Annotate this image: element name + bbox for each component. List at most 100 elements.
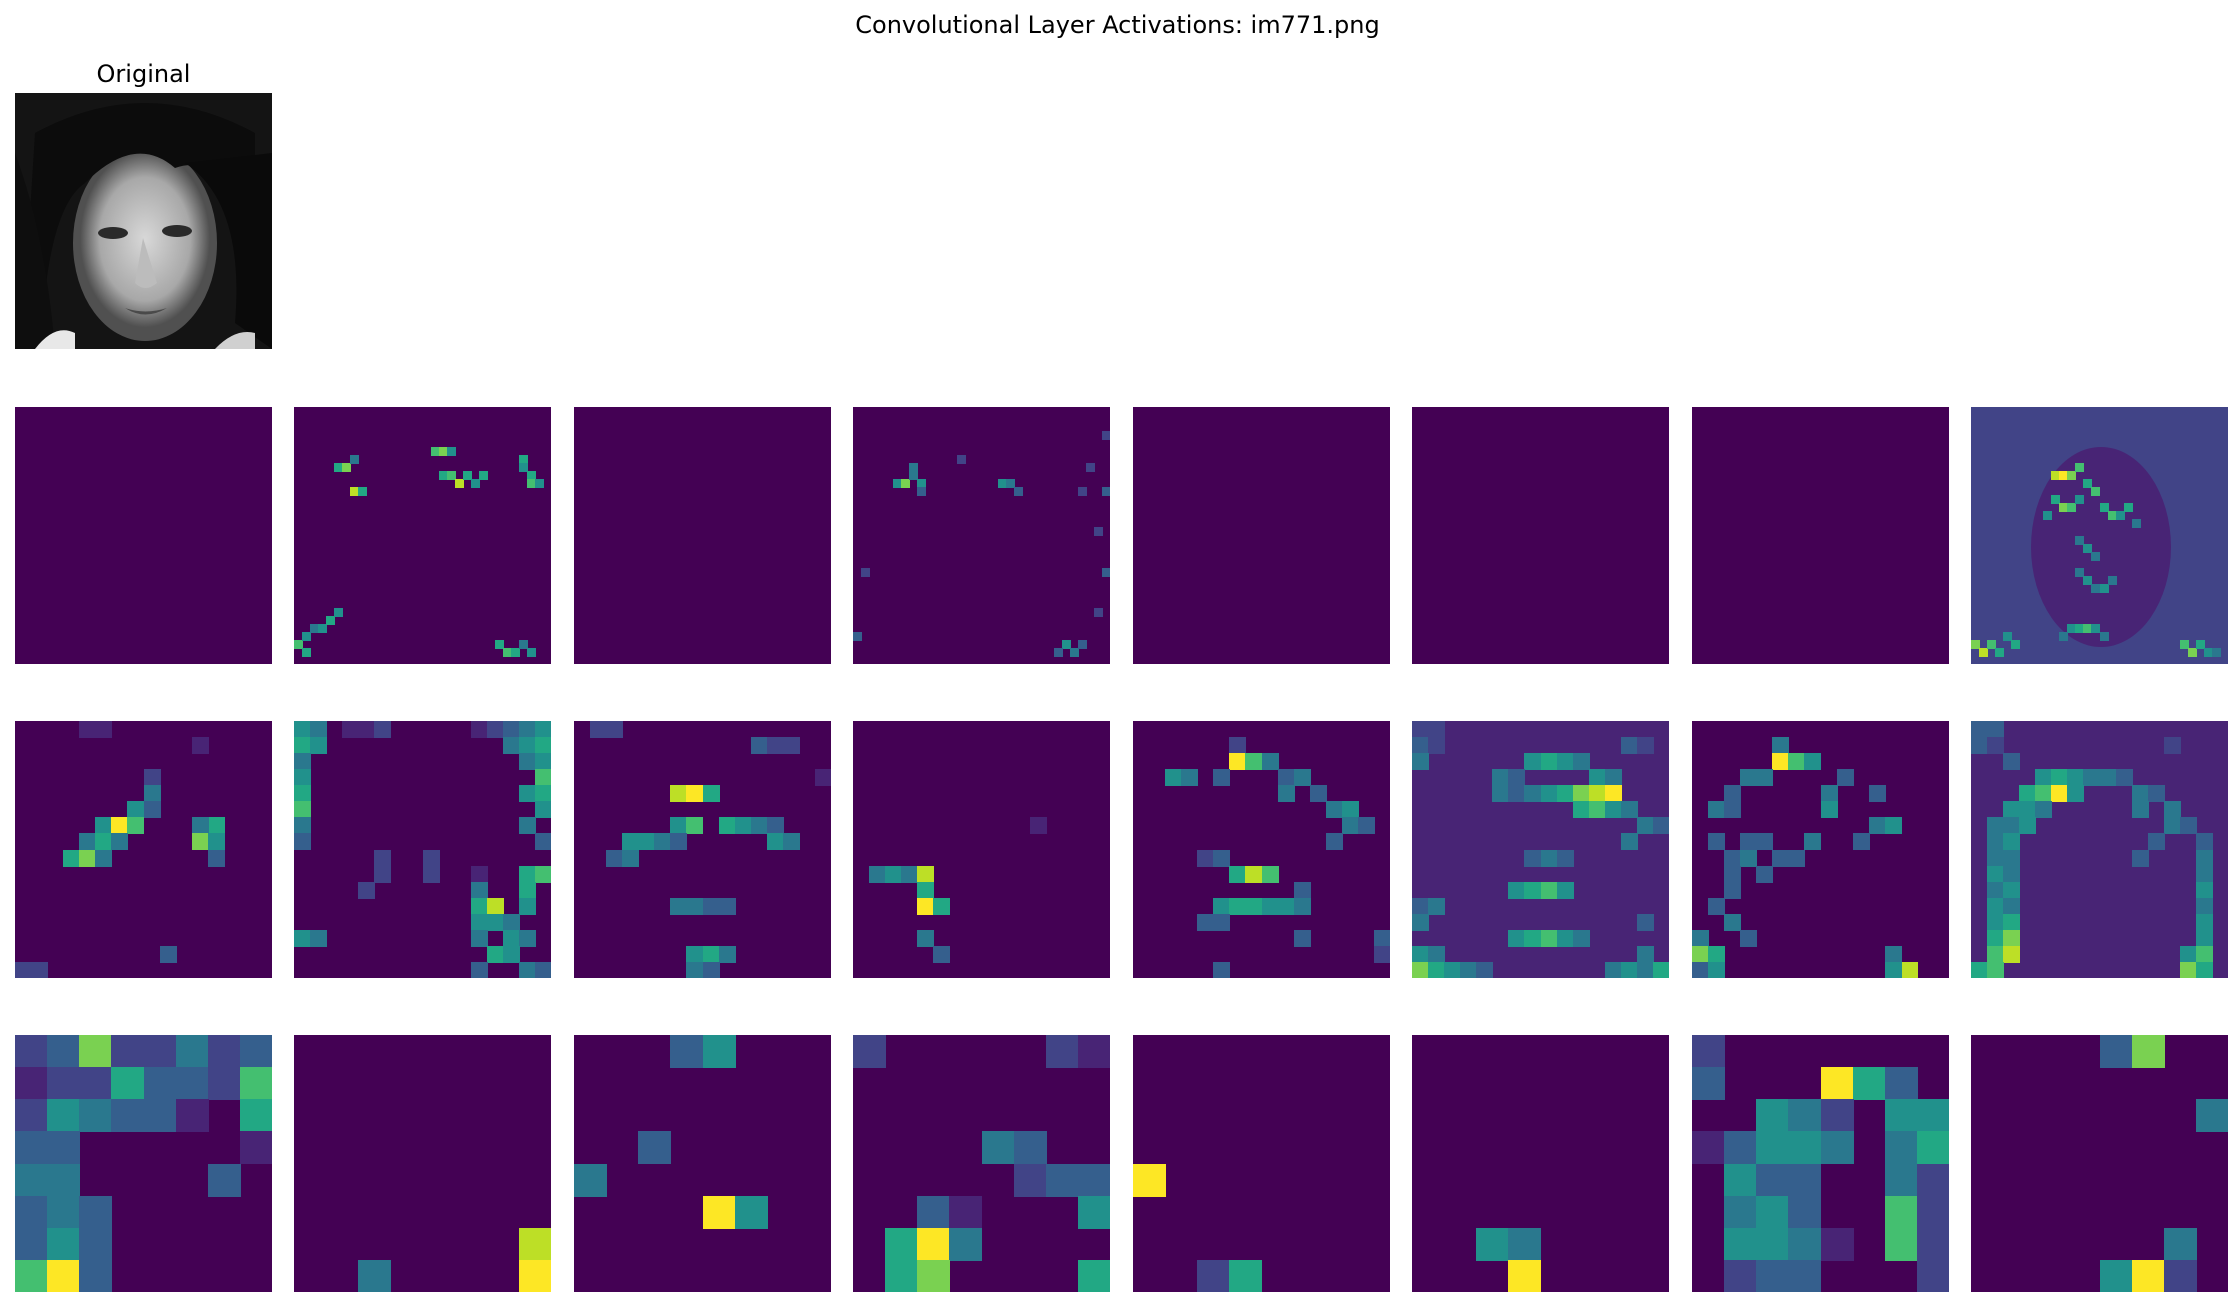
activation-cell xyxy=(1540,849,1558,867)
activation-cell xyxy=(1987,929,2005,947)
activation-cell xyxy=(933,897,951,915)
activation-cell xyxy=(1197,849,1215,867)
activation-cell xyxy=(302,631,312,641)
activation-cell xyxy=(191,817,209,835)
activation-cell xyxy=(470,961,488,978)
activation-cell xyxy=(1588,769,1606,787)
activation-cell xyxy=(917,929,935,947)
activation-cell xyxy=(502,737,520,755)
activation-cell xyxy=(1093,607,1103,617)
activation-cell xyxy=(1508,785,1526,803)
activation-cell xyxy=(1412,721,1429,738)
activation-cell xyxy=(1620,961,1638,978)
activation-cell xyxy=(2091,487,2101,497)
activation-cell xyxy=(2043,511,2053,521)
activation-cell xyxy=(893,479,903,489)
activation-cell xyxy=(1740,833,1758,851)
activation-cell xyxy=(1540,753,1558,771)
activation-cell xyxy=(143,1099,177,1133)
activation-cell xyxy=(1740,769,1758,787)
activation-cell xyxy=(1868,817,1886,835)
activation-cell xyxy=(1412,737,1429,755)
activation-cell xyxy=(127,801,145,819)
activation-cell xyxy=(191,833,209,851)
activation-cell xyxy=(1756,865,1774,883)
activation-cell xyxy=(670,1035,704,1068)
activation-cell xyxy=(1540,785,1558,803)
activation-cell xyxy=(1692,1067,1725,1101)
activation-cell xyxy=(1900,961,1918,978)
activation-cell xyxy=(1245,753,1263,771)
activation-cell xyxy=(1061,639,1071,649)
activation-cell xyxy=(502,721,520,738)
activation-cell xyxy=(1444,961,1462,978)
activation-cell xyxy=(518,1259,551,1292)
activation-cell xyxy=(2099,631,2109,641)
activation-cell xyxy=(510,647,520,657)
activation-cell xyxy=(15,1227,48,1261)
activation-cell xyxy=(2003,929,2021,947)
activation-cell xyxy=(1556,849,1574,867)
activation-cell xyxy=(534,865,551,883)
activation-cell xyxy=(294,721,311,738)
activation-cell xyxy=(1724,785,1742,803)
activation-cell xyxy=(207,833,225,851)
activation-cell xyxy=(1916,1195,1949,1229)
activation-cell xyxy=(79,1195,113,1229)
activation-cell xyxy=(1077,1163,1110,1197)
activation-cell xyxy=(1652,961,1669,978)
activation-cell xyxy=(1261,897,1279,915)
activation-map-l2-f6 xyxy=(1412,721,1669,978)
activation-cell xyxy=(2067,785,2085,803)
activation-cell xyxy=(2131,1035,2165,1068)
activation-cell xyxy=(1724,1195,1758,1229)
activation-cell xyxy=(1013,1131,1047,1165)
activation-cell xyxy=(917,1195,951,1229)
activation-cell xyxy=(1852,833,1870,851)
activation-cell xyxy=(1572,785,1590,803)
activation-cell xyxy=(1820,1067,1854,1101)
activation-cell xyxy=(750,817,768,835)
activation-cell xyxy=(207,817,225,835)
activation-cell xyxy=(15,1035,48,1068)
activation-cell xyxy=(1556,881,1574,899)
activation-cell xyxy=(2179,945,2197,963)
activation-cell xyxy=(342,463,352,473)
activation-cell xyxy=(534,479,544,489)
activation-cell xyxy=(2003,817,2021,835)
activation-cell xyxy=(534,801,551,819)
activation-cell xyxy=(861,567,871,577)
activation-cell xyxy=(2195,945,2213,963)
activation-cell xyxy=(2083,543,2093,553)
activation-cell xyxy=(750,737,768,755)
activation-map-l3-f2 xyxy=(294,1035,551,1292)
activation-cell xyxy=(2067,503,2077,513)
activation-cell xyxy=(917,1227,951,1261)
activation-cell xyxy=(207,1163,241,1197)
activation-cell xyxy=(63,849,81,867)
activation-cell xyxy=(1133,1163,1166,1197)
activation-cell xyxy=(917,865,935,883)
activation-cell xyxy=(111,1035,145,1068)
face-photo-graphic xyxy=(15,93,272,349)
activation-cell xyxy=(1508,929,1526,947)
activation-cell xyxy=(2067,623,2077,633)
activation-cell xyxy=(2051,785,2069,803)
activation-cell xyxy=(1772,849,1790,867)
activation-cell xyxy=(1572,753,1590,771)
activation-cell xyxy=(622,849,640,867)
activation-cell xyxy=(470,929,488,947)
activation-cell xyxy=(518,881,536,899)
activation-cell xyxy=(1508,1227,1542,1261)
activation-cell xyxy=(47,1227,81,1261)
activation-cell xyxy=(1213,849,1231,867)
activation-cell xyxy=(526,471,536,481)
activation-cell xyxy=(1692,945,1709,963)
activation-cell xyxy=(1293,897,1311,915)
activation-cell xyxy=(294,817,311,835)
activation-cell xyxy=(1756,1099,1790,1133)
activation-cell xyxy=(47,1035,81,1068)
activation-cell xyxy=(111,817,129,835)
activation-cell xyxy=(2051,495,2061,505)
activation-cell xyxy=(2003,913,2021,931)
